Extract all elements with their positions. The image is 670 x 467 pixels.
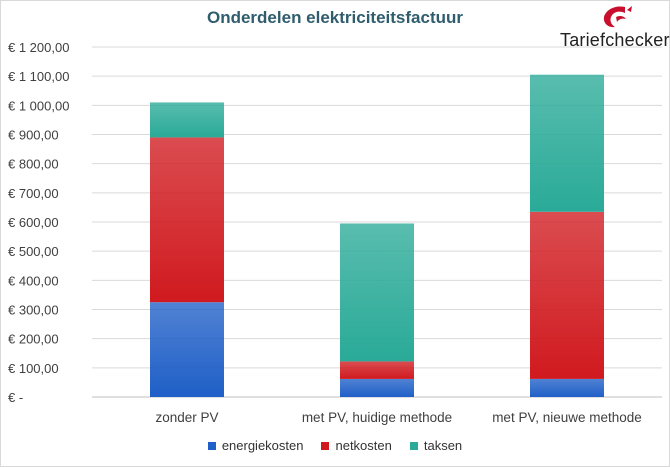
bar-energiekosten [150, 302, 224, 397]
legend-label: taksen [423, 438, 463, 453]
legend-swatch [321, 441, 330, 450]
bar-netkosten [530, 211, 604, 379]
legend-label: netkosten [335, 438, 392, 453]
legend: energiekosten netkosten taksen [0, 438, 670, 453]
y-tick-label: € 400,00 [8, 273, 59, 288]
legend-swatch [207, 441, 216, 450]
bar-taksen [340, 223, 414, 362]
x-tick-label: zonder PV [155, 410, 218, 425]
legend-item-netkosten: netkosten [321, 438, 392, 453]
y-tick-label: € - [8, 390, 23, 405]
bar-energiekosten [530, 378, 604, 397]
tariefchecker-logo: Tariefchecker [560, 3, 670, 59]
x-tick-label: met PV, huidige methode [302, 410, 452, 425]
bar-energiekosten [340, 378, 414, 397]
bar-netkosten [150, 137, 224, 303]
logo-text: Tariefchecker [560, 30, 670, 50]
y-tick-label: € 800,00 [8, 157, 59, 172]
y-tick-label: € 100,00 [8, 361, 59, 376]
y-tick-label: € 700,00 [8, 186, 59, 201]
chart-title: Onderdelen elektriciteitsfactuur [206, 8, 464, 27]
bar-taksen [530, 74, 604, 212]
legend-item-taksen: taksen [409, 438, 463, 453]
y-tick-label: € 1 000,00 [8, 98, 69, 113]
y-tick-label: € 600,00 [8, 215, 59, 230]
bar-netkosten [340, 361, 414, 379]
y-tick-label: € 500,00 [8, 244, 59, 259]
y-tick-label: € 200,00 [8, 332, 59, 347]
y-tick-label: € 1 200,00 [8, 40, 69, 55]
y-tick-label: € 900,00 [8, 128, 59, 143]
legend-swatch [409, 441, 418, 450]
y-tick-label: € 300,00 [8, 303, 59, 318]
legend-item-energiekosten: energiekosten [207, 438, 304, 453]
legend-label: energiekosten [221, 438, 304, 453]
tariefchecker-swirl-icon [603, 6, 632, 28]
x-tick-label: met PV, nieuwe methode [492, 410, 642, 425]
y-tick-label: € 1 100,00 [8, 69, 69, 84]
bar-taksen [150, 102, 224, 138]
